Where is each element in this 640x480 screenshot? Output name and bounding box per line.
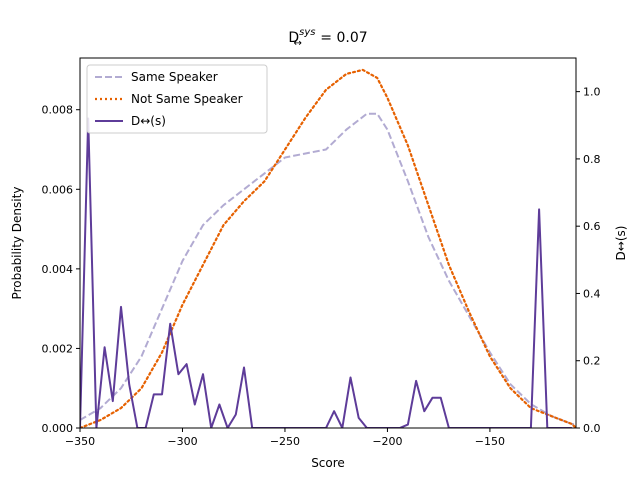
series-line-1 [80, 112, 576, 425]
y-axis-left: 0.000 0.002 0.004 0.006 0.008 [42, 104, 80, 435]
y2-tick-label: 0.2 [583, 355, 601, 368]
series-line-3 [80, 117, 572, 428]
y2-tick-label: 0.0 [583, 422, 601, 435]
y-tick-label: 0.006 [42, 183, 74, 196]
y2-axis-label: D↔(s) [614, 226, 628, 261]
y-tick-label: 0.002 [42, 342, 74, 355]
plot-area [80, 68, 576, 428]
x-tick-label: −300 [167, 435, 197, 448]
x-tick-label: −150 [475, 435, 505, 448]
x-axis-label: Score [311, 456, 345, 470]
y-tick-label: 0.000 [42, 422, 74, 435]
y-axis-right: 0.0 0.2 0.4 0.6 0.8 1.0 [576, 86, 601, 435]
x-tick-label: −250 [270, 435, 300, 448]
x-axis: −350 −300 −250 −200 −150 [65, 428, 505, 448]
y2-tick-label: 0.4 [583, 287, 601, 300]
legend-label: Same Speaker [131, 70, 218, 84]
x-tick-label: −200 [372, 435, 402, 448]
legend-label: D↔(s) [131, 114, 166, 128]
plot-frame [79, 57, 577, 429]
x-tick-label: −350 [65, 435, 95, 448]
y-tick-label: 0.008 [42, 104, 74, 117]
legend-frame [86, 64, 268, 134]
y-axis-label: Probability Density [10, 187, 24, 300]
y-tick-label: 0.004 [42, 263, 74, 276]
y2-tick-label: 1.0 [583, 86, 601, 99]
chart-title: Dsys ↔ = 0.07 [288, 27, 367, 49]
legend-label: Not Same Speaker [131, 92, 243, 106]
y2-tick-label: 0.6 [583, 220, 601, 233]
legend: Same Speaker Not Same Speaker D↔(s) [86, 64, 268, 134]
y2-tick-label: 0.8 [583, 153, 601, 166]
